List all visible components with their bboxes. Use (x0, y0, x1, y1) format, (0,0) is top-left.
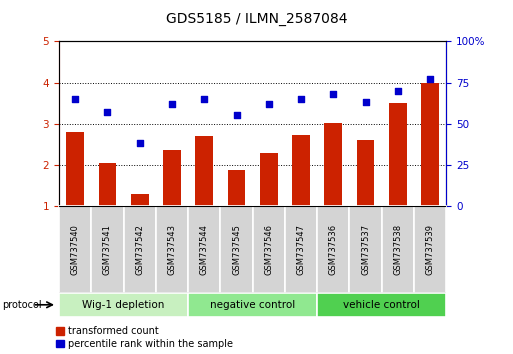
Bar (59, 206, 91, 293)
Bar (252, 206, 285, 293)
Bar (317, 206, 349, 293)
Point (426, 76, 435, 82)
Point (297, 96, 305, 102)
Bar (357, 140, 374, 206)
Bar (349, 206, 382, 293)
Text: Wig-1 depletion: Wig-1 depletion (83, 300, 165, 310)
Point (329, 91, 338, 97)
Bar (221, 206, 252, 293)
Bar (91, 206, 124, 293)
Point (362, 99, 370, 105)
Text: vehicle control: vehicle control (343, 300, 420, 310)
Bar (324, 123, 342, 206)
Bar (195, 136, 213, 206)
Bar (163, 150, 181, 206)
Bar (188, 206, 221, 293)
Text: negative control: negative control (210, 300, 295, 310)
Bar (292, 135, 310, 206)
Point (135, 141, 144, 146)
Text: GSM737541: GSM737541 (103, 224, 112, 275)
Text: GSM737542: GSM737542 (135, 224, 144, 275)
Bar (228, 170, 245, 206)
Text: GSM737536: GSM737536 (329, 224, 338, 275)
Point (265, 101, 273, 107)
Bar (382, 206, 414, 293)
Legend: transformed count, percentile rank within the sample: transformed count, percentile rank withi… (56, 326, 233, 349)
Point (200, 96, 208, 102)
Bar (66, 132, 84, 206)
Point (103, 109, 111, 115)
Text: protocol: protocol (3, 300, 42, 310)
Bar (156, 206, 188, 293)
Bar (131, 194, 149, 206)
Text: GSM737546: GSM737546 (264, 224, 273, 275)
Bar (285, 206, 317, 293)
Text: GSM737538: GSM737538 (393, 224, 402, 275)
Text: GSM737539: GSM737539 (426, 224, 435, 275)
Bar (414, 206, 446, 293)
Point (394, 88, 402, 94)
Bar (188, 293, 317, 317)
Point (71, 96, 79, 102)
Point (168, 101, 176, 107)
Bar (260, 153, 278, 206)
Bar (98, 163, 116, 206)
Text: GSM737547: GSM737547 (297, 224, 306, 275)
Text: GDS5185 / ILMN_2587084: GDS5185 / ILMN_2587084 (166, 12, 347, 27)
Bar (124, 206, 156, 293)
Bar (59, 293, 188, 317)
Point (232, 113, 241, 118)
Text: GSM737544: GSM737544 (200, 224, 209, 275)
Text: GSM737543: GSM737543 (167, 224, 176, 275)
Text: GSM737545: GSM737545 (232, 224, 241, 275)
Text: GSM737540: GSM737540 (71, 224, 80, 275)
Text: GSM737537: GSM737537 (361, 224, 370, 275)
Bar (389, 103, 407, 206)
Bar (421, 82, 439, 206)
Bar (317, 293, 446, 317)
